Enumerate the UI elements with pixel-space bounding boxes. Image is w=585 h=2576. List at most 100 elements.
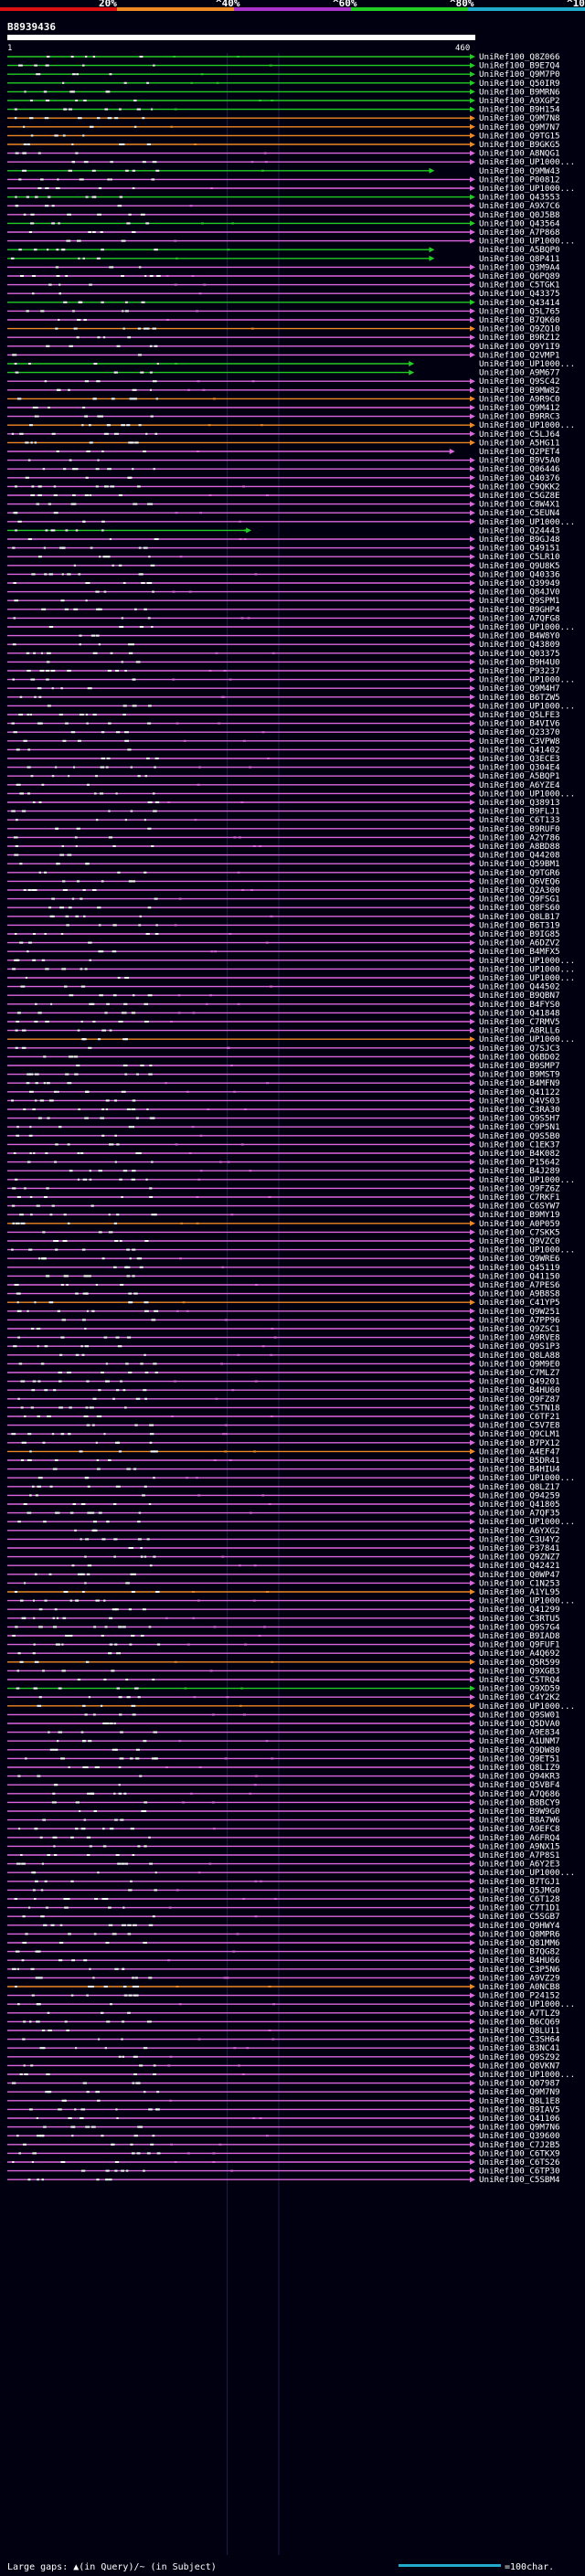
hit-row[interactable]: UniRef100_Q9M412 bbox=[7, 403, 560, 413]
hit-row[interactable]: UniRef100_B4MFN9 bbox=[7, 1078, 560, 1088]
hit-label[interactable]: UniRef100_B9H4U0 bbox=[479, 657, 560, 667]
hit-row[interactable]: UniRef100_Q9M4H7 bbox=[7, 684, 560, 694]
hit-label[interactable]: UniRef100_A9E834 bbox=[479, 1728, 560, 1738]
hit-label[interactable]: UniRef100_B9RUF0 bbox=[479, 824, 560, 834]
hit-label[interactable]: UniRef100_Q8LB17 bbox=[479, 912, 560, 922]
hit-row[interactable]: UniRef100_Q9MW43 bbox=[7, 166, 560, 176]
hit-row[interactable]: UniRef100_A7QFG8 bbox=[7, 613, 560, 623]
hit-row[interactable]: UniRef100_B4MFX5 bbox=[7, 947, 560, 957]
hit-label[interactable]: UniRef100_Q9TG15 bbox=[479, 131, 560, 141]
hit-row[interactable]: UniRef100_Q9XGB3 bbox=[7, 1666, 560, 1676]
hit-label[interactable]: UniRef100_UP1000... bbox=[479, 1246, 575, 1256]
hit-label[interactable]: UniRef100_Q43564 bbox=[479, 218, 560, 228]
hit-row[interactable]: UniRef100_B8BCY9 bbox=[7, 1797, 560, 1807]
hit-label[interactable]: UniRef100_C4Y2K2 bbox=[479, 1692, 560, 1702]
hit-row[interactable]: UniRef100_Q9XD59 bbox=[7, 1684, 560, 1694]
hit-row[interactable]: UniRef100_Q9TGR6 bbox=[7, 868, 560, 878]
hit-label[interactable]: UniRef100_A6YZE4 bbox=[479, 780, 560, 790]
hit-label[interactable]: UniRef100_C7RMV5 bbox=[479, 1017, 560, 1027]
hit-row[interactable]: UniRef100_Q39949 bbox=[7, 578, 560, 588]
hit-label[interactable]: UniRef100_C41YP5 bbox=[479, 1298, 560, 1308]
hit-label[interactable]: UniRef100_C6TF21 bbox=[479, 1412, 560, 1422]
hit-label[interactable]: UniRef100_Q41402 bbox=[479, 745, 560, 755]
hit-row[interactable]: UniRef100_C4Y2K2 bbox=[7, 1692, 560, 1702]
hit-row[interactable]: UniRef100_Q9S1P3 bbox=[7, 1341, 560, 1352]
hit-row[interactable]: UniRef100_C6T128 bbox=[7, 1894, 560, 1904]
hit-row[interactable]: UniRef100_Q6PQ89 bbox=[7, 271, 560, 281]
hit-row[interactable]: UniRef100_Q41848 bbox=[7, 1008, 560, 1018]
hit-label[interactable]: UniRef100_C3VPW8 bbox=[479, 737, 560, 747]
hit-label[interactable]: UniRef100_Q94259 bbox=[479, 1490, 560, 1500]
hit-row[interactable]: UniRef100_Q2PET4 bbox=[7, 447, 560, 457]
hit-label[interactable]: UniRef100_UP1000... bbox=[479, 1034, 575, 1044]
hit-label[interactable]: UniRef100_Q5DVA0 bbox=[479, 1719, 560, 1729]
hit-row[interactable]: UniRef100_B9MY19 bbox=[7, 1210, 560, 1220]
hit-row[interactable]: UniRef100_A5BQP0 bbox=[7, 245, 560, 255]
hit-label[interactable]: UniRef100_UP1000... bbox=[479, 1868, 575, 1878]
hit-row[interactable]: UniRef100_B9E7Q4 bbox=[7, 61, 560, 71]
hit-row[interactable]: UniRef100_UP1000... bbox=[7, 1473, 575, 1483]
hit-row[interactable]: UniRef100_A8NQG1 bbox=[7, 149, 560, 159]
hit-label[interactable]: UniRef100_A7QF35 bbox=[479, 1509, 560, 1519]
hit-row[interactable]: UniRef100_A6DZV2 bbox=[7, 938, 560, 949]
hit-label[interactable]: UniRef100_UP1000... bbox=[479, 517, 575, 527]
hit-label[interactable]: UniRef100_UP1000... bbox=[479, 973, 575, 983]
hit-label[interactable]: UniRef100_Q2A300 bbox=[479, 885, 560, 896]
hit-label[interactable]: UniRef100_Q9M4H7 bbox=[479, 684, 560, 694]
hit-label[interactable]: UniRef100_Q9S7G4 bbox=[479, 1622, 560, 1632]
hit-row[interactable]: UniRef100_C5TGK1 bbox=[7, 281, 560, 291]
hit-label[interactable]: UniRef100_Q4VS03 bbox=[479, 1096, 560, 1106]
hit-label[interactable]: UniRef100_UP1000... bbox=[479, 1701, 575, 1712]
hit-label[interactable]: UniRef100_A7TLZ9 bbox=[479, 2009, 560, 2019]
hit-label[interactable]: UniRef100_Q39949 bbox=[479, 578, 560, 588]
hit-row[interactable]: UniRef100_B4VIV6 bbox=[7, 719, 560, 729]
hit-row[interactable]: UniRef100_C6SYW7 bbox=[7, 1202, 560, 1212]
hit-label[interactable]: UniRef100_P24152 bbox=[479, 1991, 560, 2001]
hit-row[interactable]: UniRef100_Q9CLM1 bbox=[7, 1429, 560, 1439]
hit-label[interactable]: UniRef100_Q49151 bbox=[479, 544, 560, 554]
hit-label[interactable]: UniRef100_B9MST9 bbox=[479, 1070, 560, 1080]
hit-label[interactable]: UniRef100_B9GJ48 bbox=[479, 535, 560, 545]
hit-row[interactable]: UniRef100_B3NC41 bbox=[7, 2043, 560, 2053]
hit-row[interactable]: UniRef100_B4J289 bbox=[7, 1166, 560, 1176]
hit-label[interactable]: UniRef100_A8RLL6 bbox=[479, 1026, 560, 1036]
hit-row[interactable]: UniRef100_C41YP5 bbox=[7, 1298, 560, 1308]
hit-label[interactable]: UniRef100_B4MFX5 bbox=[479, 947, 560, 957]
hit-label[interactable]: UniRef100_UP1000... bbox=[479, 2070, 575, 2080]
hit-label[interactable]: UniRef100_A7P868 bbox=[479, 228, 560, 238]
hit-label[interactable]: UniRef100_C5GZ8E bbox=[479, 491, 560, 501]
hit-label[interactable]: UniRef100_C3RTU5 bbox=[479, 1614, 560, 1624]
hit-label[interactable]: UniRef100_C1N253 bbox=[479, 1578, 560, 1588]
hit-row[interactable]: UniRef100_Q41122 bbox=[7, 1087, 560, 1097]
hit-row[interactable]: UniRef100_UP1000... bbox=[7, 1596, 575, 1606]
hit-label[interactable]: UniRef100_Q9FSG1 bbox=[479, 895, 560, 905]
hit-label[interactable]: UniRef100_Q2PET4 bbox=[479, 447, 560, 457]
hit-row[interactable]: UniRef100_C3RA30 bbox=[7, 1105, 560, 1115]
hit-row[interactable]: UniRef100_Q9FSG1 bbox=[7, 895, 560, 905]
hit-label[interactable]: UniRef100_Q8VKN7 bbox=[479, 2061, 560, 2071]
hit-row[interactable]: UniRef100_B6CQ69 bbox=[7, 2017, 560, 2027]
hit-label[interactable]: UniRef100_C6TS26 bbox=[479, 2157, 560, 2168]
hit-label[interactable]: UniRef100_B8BCY9 bbox=[479, 1797, 560, 1807]
hit-label[interactable]: UniRef100_Q9ZNZ7 bbox=[479, 1553, 560, 1563]
hit-label[interactable]: UniRef100_A0NCB8 bbox=[479, 1982, 560, 1992]
hit-row[interactable]: UniRef100_A7PP96 bbox=[7, 1315, 560, 1325]
hit-label[interactable]: UniRef100_C6TP30 bbox=[479, 2167, 560, 2177]
hit-row[interactable]: UniRef100_Q9M7N9 bbox=[7, 2087, 560, 2097]
hit-label[interactable]: UniRef100_B9SMP7 bbox=[479, 1061, 560, 1071]
hit-row[interactable]: UniRef100_Q6VEQ6 bbox=[7, 876, 560, 886]
hit-label[interactable]: UniRef100_B9V5A0 bbox=[479, 456, 560, 466]
hit-row[interactable]: UniRef100_C9P5N1 bbox=[7, 1122, 560, 1132]
hit-label[interactable]: UniRef100_Q8L1E8 bbox=[479, 2096, 560, 2106]
hit-row[interactable]: UniRef100_B6TZW5 bbox=[7, 693, 560, 703]
hit-label[interactable]: UniRef100_C7RKF1 bbox=[479, 1193, 560, 1203]
hit-row[interactable]: UniRef100_Q43564 bbox=[7, 218, 560, 228]
hit-row[interactable]: UniRef100_A2Y786 bbox=[7, 832, 560, 843]
hit-row[interactable]: UniRef100_Q9SC42 bbox=[7, 376, 560, 387]
hit-label[interactable]: UniRef100_Q44208 bbox=[479, 851, 560, 861]
hit-label[interactable]: UniRef100_C7MLZ7 bbox=[479, 1368, 560, 1378]
hit-label[interactable]: UniRef100_Q43553 bbox=[479, 193, 560, 203]
hit-row[interactable]: UniRef100_B9IG85 bbox=[7, 929, 560, 939]
hit-row[interactable]: UniRef100_B9MW82 bbox=[7, 386, 560, 396]
hit-row[interactable]: UniRef100_C5LR10 bbox=[7, 552, 560, 562]
